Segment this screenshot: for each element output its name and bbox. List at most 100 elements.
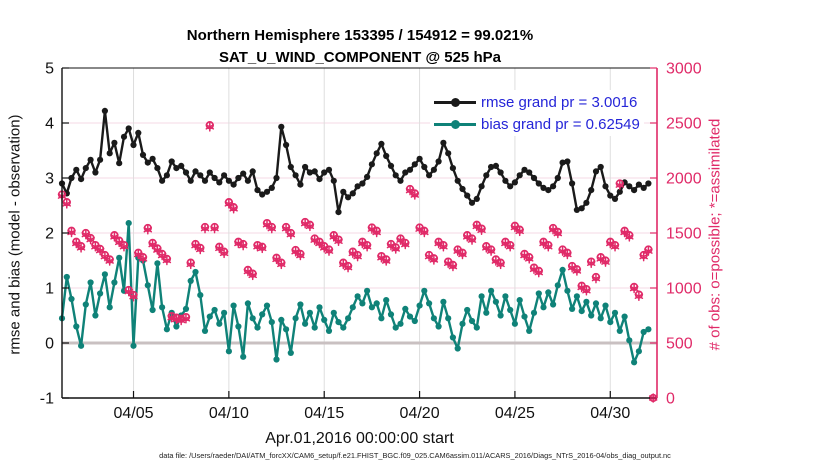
- obs-assimilated-marker: [496, 259, 505, 270]
- bias-point: [283, 326, 290, 333]
- obs-assimilated-marker: [448, 261, 458, 272]
- bias-point: [321, 316, 328, 323]
- obs-assimilated-marker: [610, 242, 620, 252]
- rmse-point: [302, 163, 309, 171]
- rmse-point: [368, 161, 375, 168]
- bias-point: [435, 323, 442, 330]
- bias-point: [101, 271, 108, 278]
- bias-point: [235, 323, 242, 330]
- y-tick-label-right: 0: [666, 391, 675, 408]
- rmse-point: [330, 177, 337, 184]
- obs-assimilated-marker: [620, 227, 629, 238]
- rmse-point: [254, 187, 261, 194]
- rmse-point: [569, 180, 576, 187]
- bias-point: [554, 282, 561, 289]
- obs-assimilated-marker: [262, 220, 272, 230]
- obs-assimilated-marker: [181, 314, 191, 324]
- bias-point: [397, 320, 404, 327]
- rmse-point: [626, 183, 633, 190]
- obs-assimilated-marker: [625, 232, 634, 242]
- obs-assimilated-marker: [343, 262, 353, 273]
- obs-assimilated-marker: [253, 242, 262, 252]
- rmse-point: [201, 177, 209, 184]
- bias-point: [254, 324, 261, 331]
- obs-assimilated-marker: [544, 242, 553, 252]
- obs-assimilated-marker: [505, 242, 515, 252]
- bias-point: [149, 306, 156, 314]
- bias-point: [302, 320, 309, 327]
- obs-assimilated-marker: [458, 249, 467, 260]
- rmse-point: [535, 180, 542, 187]
- rmse-point: [106, 150, 113, 157]
- bias-point: [597, 315, 604, 322]
- obs-assimilated-marker: [634, 291, 644, 301]
- rmse-point: [430, 166, 437, 173]
- bias-point: [559, 266, 566, 273]
- bias-point: [154, 260, 161, 267]
- rmse-point: [559, 159, 566, 166]
- obs-assimilated-marker: [305, 221, 315, 232]
- obs-assimilated-marker: [62, 199, 72, 209]
- obs-assimilated-marker: [224, 199, 234, 209]
- bias-point: [540, 304, 547, 311]
- obs-assimilated-marker: [272, 254, 281, 265]
- rmse-point: [497, 169, 504, 176]
- obs-assimilated-marker: [553, 228, 563, 239]
- bias-point: [201, 327, 209, 334]
- rmse-point: [249, 168, 256, 175]
- rmse-point: [192, 168, 199, 175]
- rmse-point: [468, 199, 476, 206]
- rmse-point: [197, 172, 204, 179]
- y-tick-label-left: 2: [45, 226, 54, 243]
- rmse-point: [244, 177, 251, 184]
- obs-assimilated-marker: [95, 245, 105, 256]
- obs-assimilated-marker: [644, 246, 653, 256]
- rmse-point: [454, 177, 461, 184]
- rmse-point: [516, 172, 523, 179]
- rmse-point: [97, 156, 104, 163]
- obs-assimilated-marker: [219, 248, 229, 259]
- bias-point: [383, 297, 390, 304]
- obs-assimilated-marker: [86, 234, 95, 245]
- obs-assimilated-marker: [420, 227, 429, 238]
- rmse-point: [178, 162, 185, 169]
- bias-point: [645, 326, 652, 333]
- bias-point: [631, 359, 638, 366]
- bias-point: [287, 349, 294, 356]
- bias-point: [82, 301, 89, 308]
- rmse-point: [240, 170, 247, 177]
- rmse-point: [421, 163, 428, 171]
- bias-point: [97, 290, 104, 297]
- y-tick-label-right: 1000: [666, 281, 702, 298]
- rmse-point: [82, 165, 89, 172]
- bias-point: [588, 312, 595, 319]
- bias-point: [311, 324, 318, 331]
- x-axis-label: Apr.01,2016 00:00:00 start: [265, 430, 454, 447]
- legend-entry-rmse: rmse grand pr = 3.0016: [434, 91, 640, 113]
- bias-point: [225, 348, 232, 355]
- rmse-point: [92, 169, 99, 176]
- y-tick-label-left: 1: [45, 281, 54, 298]
- rmse-point: [225, 177, 232, 184]
- obs-assimilated-marker: [401, 239, 410, 250]
- obs-assimilated-marker: [472, 221, 482, 232]
- x-tick-label: 04/15: [304, 405, 344, 422]
- obs-assimilated-marker: [486, 246, 496, 256]
- legend-swatch-bias: [434, 119, 476, 129]
- bias-point: [421, 287, 428, 294]
- rmse-point: [278, 123, 285, 130]
- obs-assimilated-marker: [67, 227, 76, 238]
- y-tick-label-left: -1: [40, 391, 54, 408]
- rmse-point: [335, 209, 342, 216]
- y-tick-label-left: 4: [45, 116, 54, 133]
- y-tick-label-left: 3: [45, 171, 54, 188]
- bias-point: [626, 337, 633, 344]
- rmse-point: [592, 168, 600, 175]
- rmse-point: [306, 169, 313, 176]
- bias-point: [211, 306, 218, 314]
- bias-point: [244, 300, 251, 307]
- rmse-point: [211, 174, 218, 182]
- bias-point: [635, 348, 643, 355]
- bias-point: [507, 306, 514, 314]
- rmse-point: [221, 172, 228, 179]
